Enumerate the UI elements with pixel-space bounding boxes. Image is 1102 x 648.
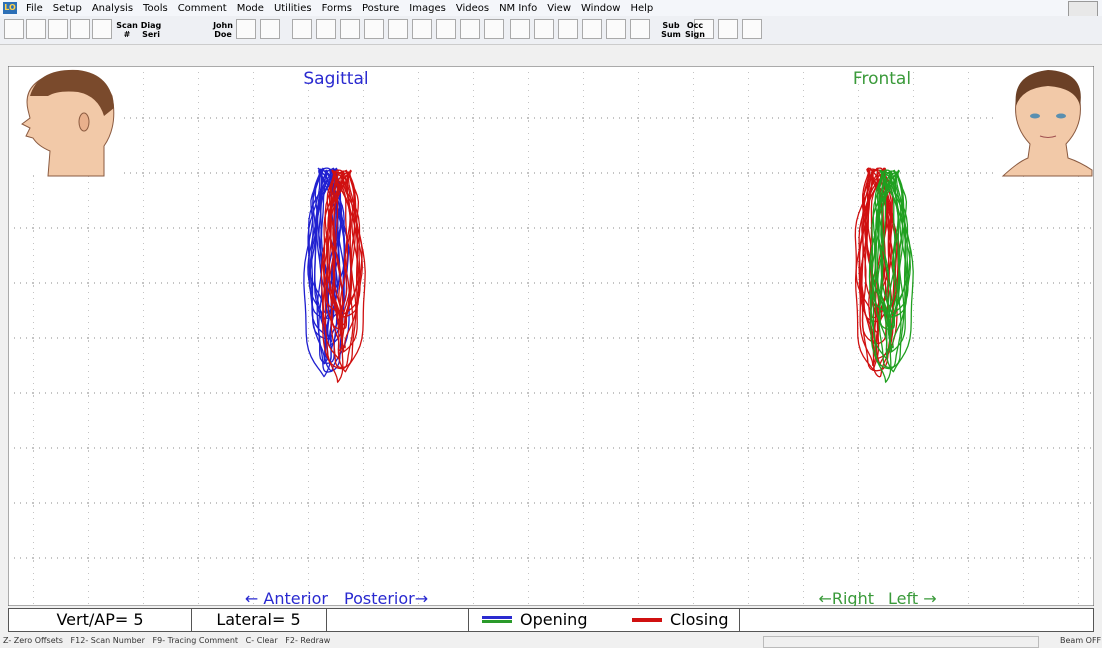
menu-items: File Setup Analysis Tools Comment Mode Utiliti… [21,3,658,14]
status-bar: Z- Zero Offsets F12- Scan Number F9- Tra… [0,636,1102,647]
toolbar-button[interactable] [364,19,384,39]
lateral: Lateral= 5 [191,609,327,631]
menu-item[interactable]: Videos [456,3,489,14]
toolbar-button[interactable] [4,19,24,39]
page: LO File Setup Analysis Tools Comment Mode Util… [0,0,1102,647]
toolbar-button[interactable] [92,19,112,39]
toolbar-button[interactable] [260,19,280,39]
toolbar-button[interactable] [48,19,68,39]
toolbar-button[interactable]: Scan# [116,19,138,41]
direction-label: Left → [888,589,937,606]
toolbar-button[interactable] [606,19,626,39]
button-text: Diag [140,21,162,30]
button-text: Sum [660,30,682,39]
button-text: Seri [140,30,162,39]
window-buttons[interactable] [1068,1,1098,17]
toolbar-button[interactable] [340,19,360,39]
grid [9,67,1093,605]
menu-item[interactable]: Forms [322,3,352,14]
menu-item[interactable]: Posture [362,3,399,14]
menu-item[interactable]: Images [409,3,446,14]
menu-item[interactable]: Help [630,3,653,14]
menu-item[interactable]: Utilities [274,3,312,14]
toolbar-button[interactable] [412,19,432,39]
status-pane [763,636,1039,648]
vert-ap: Vert/AP= 5 [9,609,192,631]
spacer [326,609,469,631]
info-bar: Vert/AP= 5 Lateral= 5 Opening Closing [8,608,1094,632]
toolbar-button[interactable] [460,19,480,39]
toolbar-button[interactable] [558,19,578,39]
toolbar-button[interactable] [630,19,650,39]
toolbar-button[interactable] [718,19,738,39]
menu-item[interactable]: View [547,3,571,14]
menu-item[interactable]: Comment [178,3,227,14]
menu-item[interactable]: Setup [53,3,82,14]
direction-label: ← Anterior [245,589,329,606]
toolbar-button[interactable] [388,19,408,39]
sagittal-head-icon [9,67,119,176]
toolbar-button[interactable] [582,19,602,39]
app-icon[interactable]: LO [3,2,17,14]
shortcuts: Z- Zero Offsets F12- Scan Number F9- Tra… [3,636,330,645]
frontal-head-icon [998,67,1092,176]
menu-item[interactable]: Mode [237,3,264,14]
toolbar-button[interactable] [436,19,456,39]
panel-title: Sagittal [303,69,368,89]
menu-item[interactable]: Window [581,3,620,14]
button-text: # [116,30,138,39]
legend-entry: Opening [520,609,587,631]
toolbar-button[interactable] [236,19,256,39]
beam-status: Beam OFF [1060,636,1101,645]
toolbar-button[interactable] [70,19,90,39]
menu-bar: LO File Setup Analysis Tools Comment Mode Util… [0,0,1102,16]
button-text: John [212,21,234,30]
toolbar-button[interactable] [510,19,530,39]
toolbar-button[interactable] [484,19,504,39]
tracing-canvas: Sagittal Frontal ← Anterior Posterior→ ←… [8,66,1094,606]
direction-label: ←Right [818,589,874,606]
toolbar-button[interactable] [742,19,762,39]
button-text: Occ [684,21,706,30]
legend-entry: Closing [670,609,728,631]
direction-label: Posterior→ [344,589,428,606]
menu-item[interactable]: Analysis [92,3,133,14]
menu-item[interactable]: File [26,3,43,14]
toolbar-button[interactable] [534,19,554,39]
menu-item[interactable]: NM Info [499,3,537,14]
button-text: Sub [660,21,682,30]
menu-item[interactable]: Tools [143,3,168,14]
button-text: Doe [212,30,234,39]
legend: Opening Closing [468,609,740,631]
panel-title: Frontal [853,69,911,89]
toolbar-button[interactable] [316,19,336,39]
toolbar-button[interactable] [292,19,312,39]
toolbar-button[interactable] [26,19,46,39]
button-text: Sign [684,30,706,39]
button-text: Scan [116,21,138,30]
